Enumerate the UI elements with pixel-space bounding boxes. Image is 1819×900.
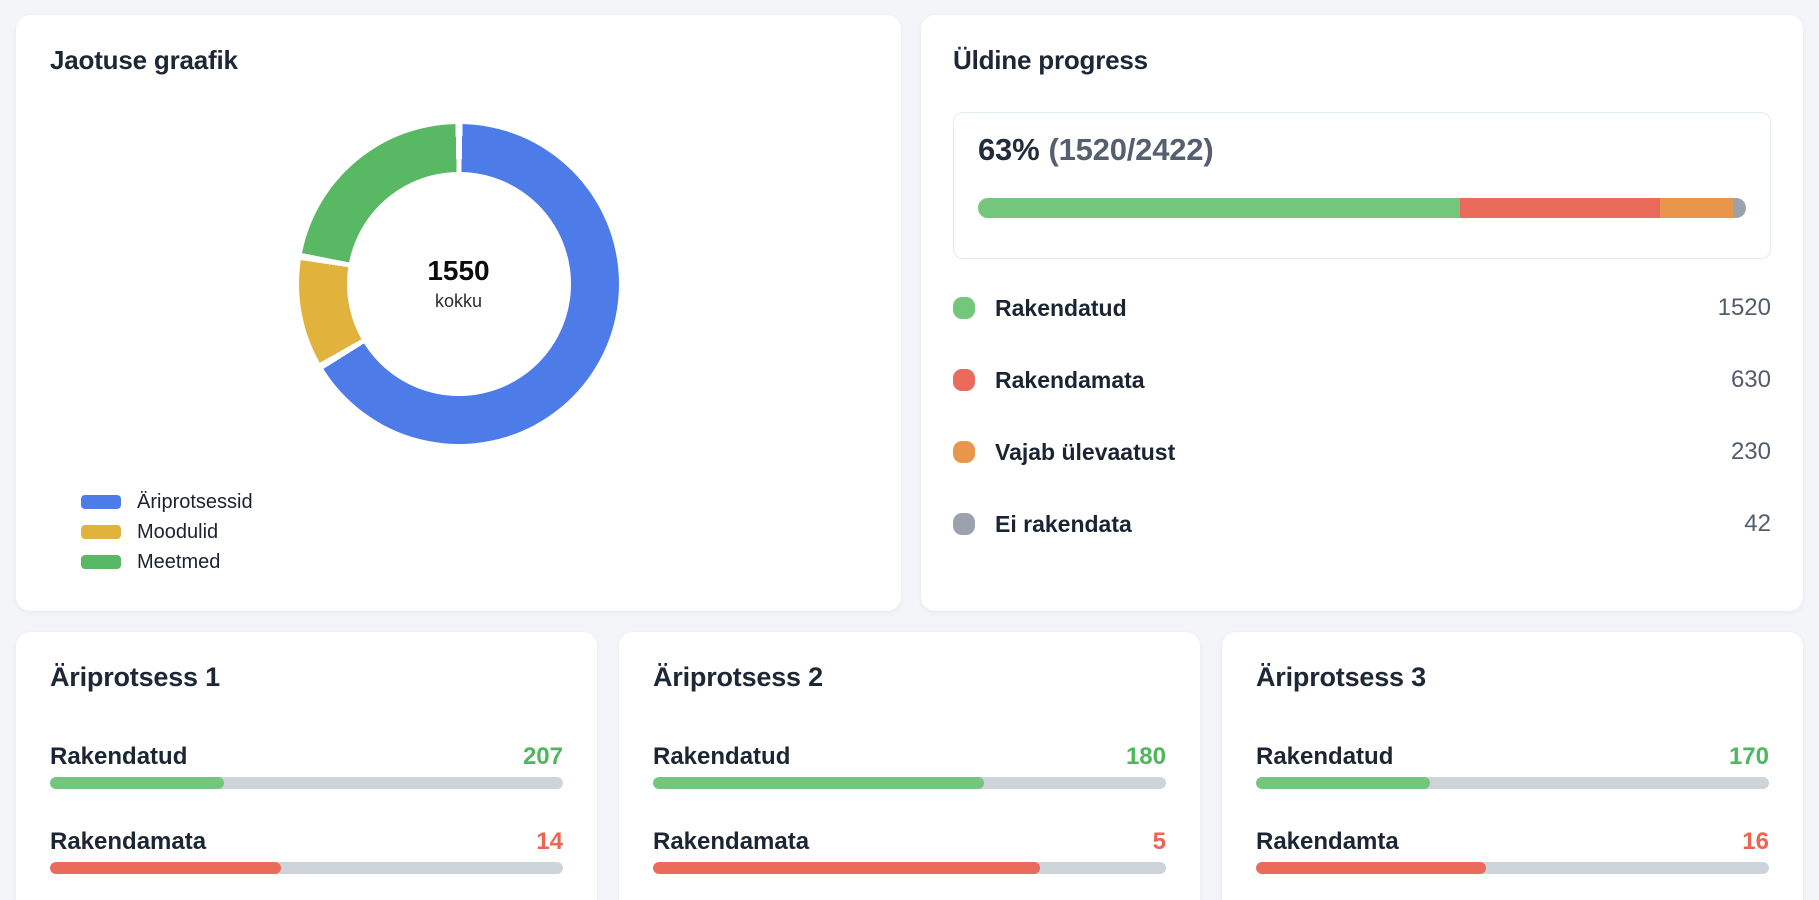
distribution-card-title: Jaotuse graafik — [50, 45, 238, 75]
process-row-rakendatud: Rakendatud 180 — [653, 743, 1166, 789]
process-row-value: 5 — [1152, 828, 1166, 855]
process-row-value: 14 — [536, 828, 563, 855]
process-card-title: Äriprotsess 2 — [653, 662, 823, 692]
process-row-value: 170 — [1728, 743, 1769, 770]
progress-track — [50, 777, 563, 789]
legend-item-meetmed: Meetmed — [81, 547, 867, 577]
process-cards-row: Äriprotsess 1 Rakendatud 207 Rakendamata… — [16, 632, 1803, 900]
overall-progress-title: Üldine progress — [953, 45, 1148, 75]
process-row-value: 16 — [1742, 828, 1769, 855]
progress-legend-label: Rakendatud — [995, 294, 1127, 321]
progress-legend-label: Vajab ülevaatust — [995, 438, 1176, 465]
overall-progress-card: Üldine progress 63% (1520/2422) Rakendatu… — [921, 15, 1803, 611]
process-row-label: Rakendamta — [1256, 828, 1399, 855]
legend-swatch-green — [81, 555, 121, 569]
progress-legend-value: 630 — [1730, 366, 1771, 393]
bar-segment-rakendamata — [1460, 198, 1660, 218]
legend-label: Moodulid — [137, 520, 219, 543]
process-row-value: 180 — [1125, 743, 1166, 770]
progress-fill-red — [653, 862, 1040, 874]
progress-legend-row-rakendamata: Rakendamata 630 — [953, 344, 1771, 416]
process-card-title: Äriprotsess 3 — [1256, 662, 1426, 692]
progress-legend: Rakendatud 1520 Rakendamata 630 Vajab ül… — [953, 272, 1771, 560]
progress-legend-row-rakendatud: Rakendatud 1520 — [953, 272, 1771, 344]
progress-legend-value: 42 — [1744, 510, 1771, 537]
progress-legend-row-ei-rakendata: Ei rakendata 42 — [953, 488, 1771, 560]
process-row-value: 207 — [522, 743, 563, 770]
donut-total-value: 1550 — [427, 255, 490, 287]
orange-dot-icon — [953, 441, 975, 463]
stacked-progress-bar — [978, 198, 1746, 218]
progress-track — [653, 777, 1166, 789]
progress-fill-green — [50, 777, 225, 789]
process-card-1: Äriprotsess 1 Rakendatud 207 Rakendamata… — [16, 632, 597, 900]
legend-item-ariprotsessid: Äriprotsessid — [81, 487, 867, 517]
process-row-rakendatud: Rakendatud 207 — [50, 743, 563, 789]
progress-fill-green — [653, 777, 984, 789]
progress-fraction: (1520/2422) — [1048, 132, 1214, 167]
gray-dot-icon — [953, 513, 975, 535]
progress-track — [1256, 862, 1769, 874]
progress-summary-box: 63% (1520/2422) — [953, 112, 1771, 259]
progress-track — [1256, 777, 1769, 789]
donut-legend: Äriprotsessid Moodulid Meetmed — [81, 487, 867, 577]
process-card-3: Äriprotsess 3 Rakendatud 170 Rakendamta … — [1222, 632, 1803, 900]
progress-track — [50, 862, 563, 874]
distribution-card: Jaotuse graafik 1550 kokku Äriprotsessid… — [16, 15, 901, 611]
process-row-label: Rakendatud — [653, 743, 791, 770]
green-dot-icon — [953, 297, 975, 319]
progress-legend-label: Rakendamata — [995, 366, 1145, 393]
legend-label: Äriprotsessid — [137, 490, 253, 513]
legend-item-moodulid: Moodulid — [81, 517, 867, 547]
process-row-rakendamata: Rakendamata 14 — [50, 828, 563, 874]
bar-segment-vajab-ulevaatust — [1659, 198, 1733, 218]
process-row-label: Rakendamata — [50, 828, 207, 855]
red-dot-icon — [953, 369, 975, 391]
process-row-label: Rakendatud — [50, 743, 188, 770]
progress-fill-green — [1256, 777, 1431, 789]
progress-legend-label: Ei rakendata — [995, 510, 1132, 537]
progress-fill-red — [50, 862, 281, 874]
donut-chart-area: 1550 kokku — [50, 124, 867, 444]
progress-legend-value: 230 — [1730, 438, 1771, 465]
donut-chart: 1550 kokku — [298, 124, 619, 444]
progress-summary-text: 63% (1520/2422) — [978, 127, 1746, 172]
bar-segment-ei-rakendata — [1732, 198, 1746, 218]
process-card-2: Äriprotsess 2 Rakendatud 180 Rakendamata… — [619, 632, 1200, 900]
legend-label: Meetmed — [137, 550, 221, 573]
process-row-label: Rakendatud — [1256, 743, 1394, 770]
progress-track — [653, 862, 1166, 874]
progress-legend-row-vajab-ulevaatust: Vajab ülevaatust 230 — [953, 416, 1771, 488]
process-row-rakendamata: Rakendamata 5 — [653, 828, 1166, 874]
legend-swatch-yellow — [81, 525, 121, 539]
process-row-label: Rakendamata — [653, 828, 810, 855]
progress-percent: 63% — [978, 132, 1040, 167]
bar-segment-rakendatud — [978, 198, 1461, 218]
process-row-rakendamata: Rakendamta 16 — [1256, 828, 1769, 874]
donut-total-label: kokku — [434, 290, 483, 311]
top-row: Jaotuse graafik 1550 kokku Äriprotsessid… — [16, 15, 1803, 611]
donut-center: 1550 kokku — [346, 172, 571, 396]
progress-fill-red — [1256, 862, 1487, 874]
legend-swatch-blue — [81, 495, 121, 509]
progress-legend-value: 1520 — [1717, 294, 1771, 321]
process-card-title: Äriprotsess 1 — [50, 662, 220, 692]
process-row-rakendatud: Rakendatud 170 — [1256, 743, 1769, 789]
